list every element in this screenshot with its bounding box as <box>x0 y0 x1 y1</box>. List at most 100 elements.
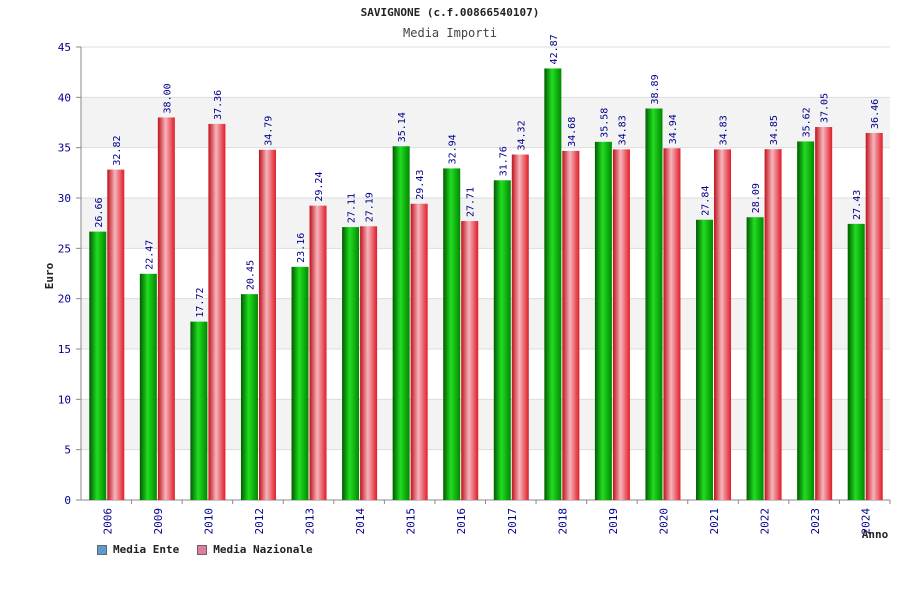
data-label: 35.14 <box>397 112 408 142</box>
legend-item-nazionale: Media Nazionale <box>197 543 313 556</box>
data-label: 34.68 <box>567 117 578 147</box>
y-tick-label: 40 <box>58 91 71 104</box>
data-label: 35.62 <box>802 107 813 137</box>
bar-nazionale <box>309 205 327 500</box>
data-label: 27.11 <box>347 193 358 223</box>
bar-nazionale <box>714 149 732 501</box>
y-tick-label: 15 <box>58 343 71 356</box>
legend-swatch-nazionale <box>197 544 208 555</box>
data-label: 27.43 <box>852 190 863 220</box>
data-label: 34.94 <box>668 114 679 144</box>
x-tick-label: 2024 <box>860 508 873 535</box>
data-label: 26.66 <box>94 198 105 228</box>
legend-label-ente: Media Ente <box>113 543 180 556</box>
bar-nazionale <box>663 148 681 500</box>
bar-ente <box>847 223 865 500</box>
bar-ente <box>645 108 663 501</box>
y-tick-label: 25 <box>58 242 71 255</box>
bar-nazionale <box>410 203 428 500</box>
y-tick-label: 0 <box>64 494 71 507</box>
bar-nazionale <box>612 149 630 501</box>
bar-nazionale <box>258 149 276 500</box>
data-label: 27.84 <box>701 186 712 216</box>
data-label: 17.72 <box>195 288 206 318</box>
bar-ente <box>392 146 410 501</box>
bar-ente <box>746 217 764 500</box>
x-tick-label: 2010 <box>202 508 215 535</box>
bar-ente <box>493 180 511 501</box>
data-label: 34.83 <box>617 115 628 145</box>
legend-label-nazionale: Media Nazionale <box>213 543 313 556</box>
bar-ente <box>190 321 208 500</box>
x-tick-label: 2020 <box>657 508 670 535</box>
bar-nazionale <box>815 127 833 500</box>
x-tick-label: 2009 <box>152 508 165 535</box>
bar-nazionale <box>511 154 529 500</box>
bar-ente <box>797 141 815 500</box>
y-axis-label: Euro <box>43 262 56 289</box>
data-label: 20.45 <box>245 260 256 290</box>
data-label: 22.47 <box>144 240 155 270</box>
x-tick-label: 2014 <box>354 508 367 535</box>
bar-nazionale <box>360 226 378 500</box>
legend: Media Ente Media Nazionale <box>97 543 313 556</box>
y-tick-label: 20 <box>58 293 71 306</box>
x-tick-label: 2016 <box>455 508 468 535</box>
x-tick-label: 2012 <box>253 508 266 535</box>
bar-nazionale <box>562 150 580 500</box>
data-label: 27.19 <box>365 192 376 222</box>
x-axis-label: Anno <box>862 528 889 541</box>
data-label: 23.16 <box>296 233 307 263</box>
data-label: 29.24 <box>314 172 325 202</box>
x-tick-label: 2023 <box>809 508 822 535</box>
bar-ente <box>89 231 107 500</box>
x-tick-label: 2013 <box>304 508 317 535</box>
x-tick-label: 2015 <box>405 508 418 535</box>
chart-subtitle: Media Importi <box>403 26 497 40</box>
x-tick-label: 2018 <box>556 508 569 535</box>
data-label: 42.87 <box>549 34 560 64</box>
data-label: 38.00 <box>162 83 173 113</box>
bar-nazionale <box>208 123 226 500</box>
x-tick-label: 2022 <box>759 508 772 535</box>
y-tick-label: 5 <box>64 444 71 457</box>
data-label: 35.58 <box>599 108 610 138</box>
data-label: 34.85 <box>769 115 780 145</box>
chart-title: SAVIGNONE (c.f.00866540107) <box>360 6 540 19</box>
bar-ente <box>443 168 461 501</box>
x-tick-label: 2017 <box>506 508 519 535</box>
data-label: 28.09 <box>751 183 762 213</box>
bar-ente <box>139 273 157 500</box>
data-label: 31.76 <box>498 146 509 176</box>
legend-swatch-ente <box>97 544 107 555</box>
bar-nazionale <box>461 221 479 500</box>
data-label: 34.32 <box>516 120 527 150</box>
x-tick-label: 2019 <box>607 508 620 535</box>
data-label: 38.89 <box>650 74 661 104</box>
data-label: 34.83 <box>719 115 730 145</box>
x-tick-label: 2021 <box>708 508 721 535</box>
y-tick-label: 45 <box>58 41 71 54</box>
legend-item-ente: Media Ente <box>97 543 179 556</box>
y-tick-label: 30 <box>58 192 71 205</box>
data-label: 27.71 <box>466 187 477 217</box>
data-label: 37.36 <box>213 90 224 120</box>
bar-ente <box>240 294 258 500</box>
bar-ente <box>291 266 309 500</box>
bar-ente <box>342 227 360 501</box>
data-label: 32.82 <box>112 136 123 166</box>
bar-nazionale <box>157 117 175 500</box>
bar-nazionale <box>865 132 883 500</box>
bar-ente <box>696 219 714 500</box>
y-tick-label: 35 <box>58 142 71 155</box>
x-tick-label: 2006 <box>101 508 114 535</box>
bar-nazionale <box>107 169 125 500</box>
data-label: 29.43 <box>415 170 426 200</box>
bar-nazionale <box>764 149 782 500</box>
data-label: 34.79 <box>263 116 274 146</box>
bar-ente <box>594 141 612 500</box>
data-label: 37.05 <box>820 93 831 123</box>
data-label: 32.94 <box>448 134 459 164</box>
